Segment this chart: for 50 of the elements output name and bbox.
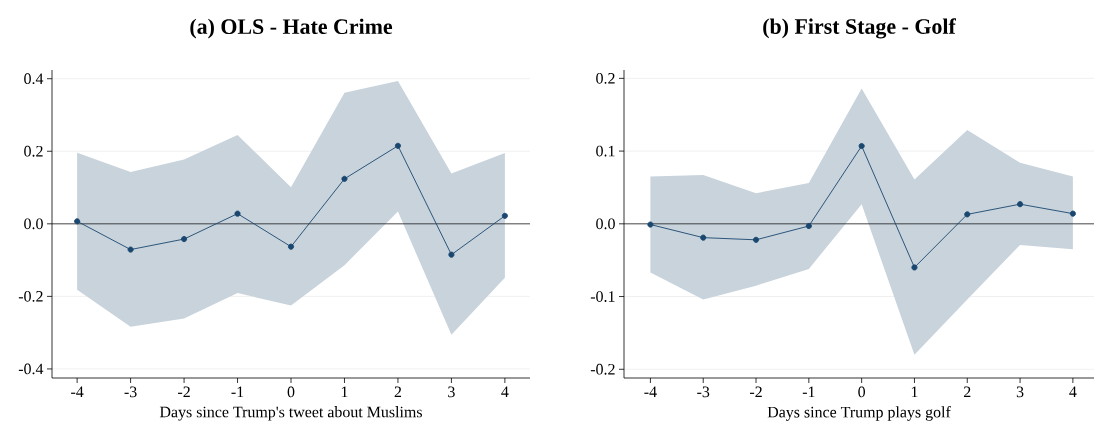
- x-tick-label: -4: [71, 386, 84, 398]
- x-tick-label: -3: [124, 386, 137, 398]
- point: [1069, 210, 1076, 217]
- point: [1017, 201, 1024, 208]
- y-tick-label: -0.1: [590, 291, 615, 302]
- point: [74, 218, 81, 225]
- point: [964, 211, 971, 218]
- x-tick-label: -1: [231, 386, 244, 398]
- x-tick-label: -1: [802, 386, 815, 398]
- y-tick-label: 0.2: [24, 145, 43, 157]
- point: [394, 142, 401, 149]
- point: [448, 251, 455, 258]
- point: [341, 175, 348, 182]
- x-tick-label: 1: [911, 386, 918, 398]
- point: [858, 142, 865, 150]
- x-tick-label: -3: [697, 386, 710, 398]
- chart-title: (b) First Stage - Golf: [763, 18, 957, 39]
- y-tick-label: -0.2: [18, 290, 43, 302]
- point: [181, 236, 188, 243]
- y-tick-label: 0.1: [596, 145, 615, 157]
- point: [501, 212, 508, 219]
- x-tick-label: 4: [1069, 386, 1077, 398]
- y-tick-label: 0.0: [596, 218, 615, 230]
- x-axis-title: Days since Trump's tweet about Muslims: [159, 406, 422, 421]
- x-tick-label: 4: [501, 386, 509, 398]
- point: [127, 246, 134, 253]
- x-tick-label: -2: [749, 386, 762, 398]
- x-tick-label: -2: [178, 386, 190, 398]
- x-tick-label: 1: [341, 386, 348, 398]
- x-axis-title: Days since Trump plays golf: [767, 406, 951, 421]
- x-tick-label: 0: [287, 386, 295, 398]
- x-tick-label: 0: [858, 386, 866, 398]
- y-tick-label: -0.2: [590, 363, 615, 375]
- point: [647, 221, 654, 228]
- point: [234, 210, 241, 217]
- point: [911, 264, 918, 271]
- point: [805, 222, 812, 230]
- point: [700, 234, 707, 241]
- y-tick-label: 0.2: [596, 72, 615, 84]
- x-tick-label: 2: [394, 386, 402, 398]
- x-tick-label: 3: [1016, 386, 1024, 398]
- y-tick-label: 0.4: [24, 73, 44, 85]
- chart-title: (a) OLS - Hate Crime: [190, 18, 393, 39]
- y-tick-label: 0.0: [24, 218, 43, 230]
- y-tick-label: -0.4: [18, 363, 44, 375]
- x-tick-label: -4: [644, 386, 657, 398]
- point: [287, 243, 295, 250]
- x-tick-label: 3: [448, 386, 455, 398]
- point: [752, 236, 760, 243]
- x-tick-label: 2: [963, 386, 971, 398]
